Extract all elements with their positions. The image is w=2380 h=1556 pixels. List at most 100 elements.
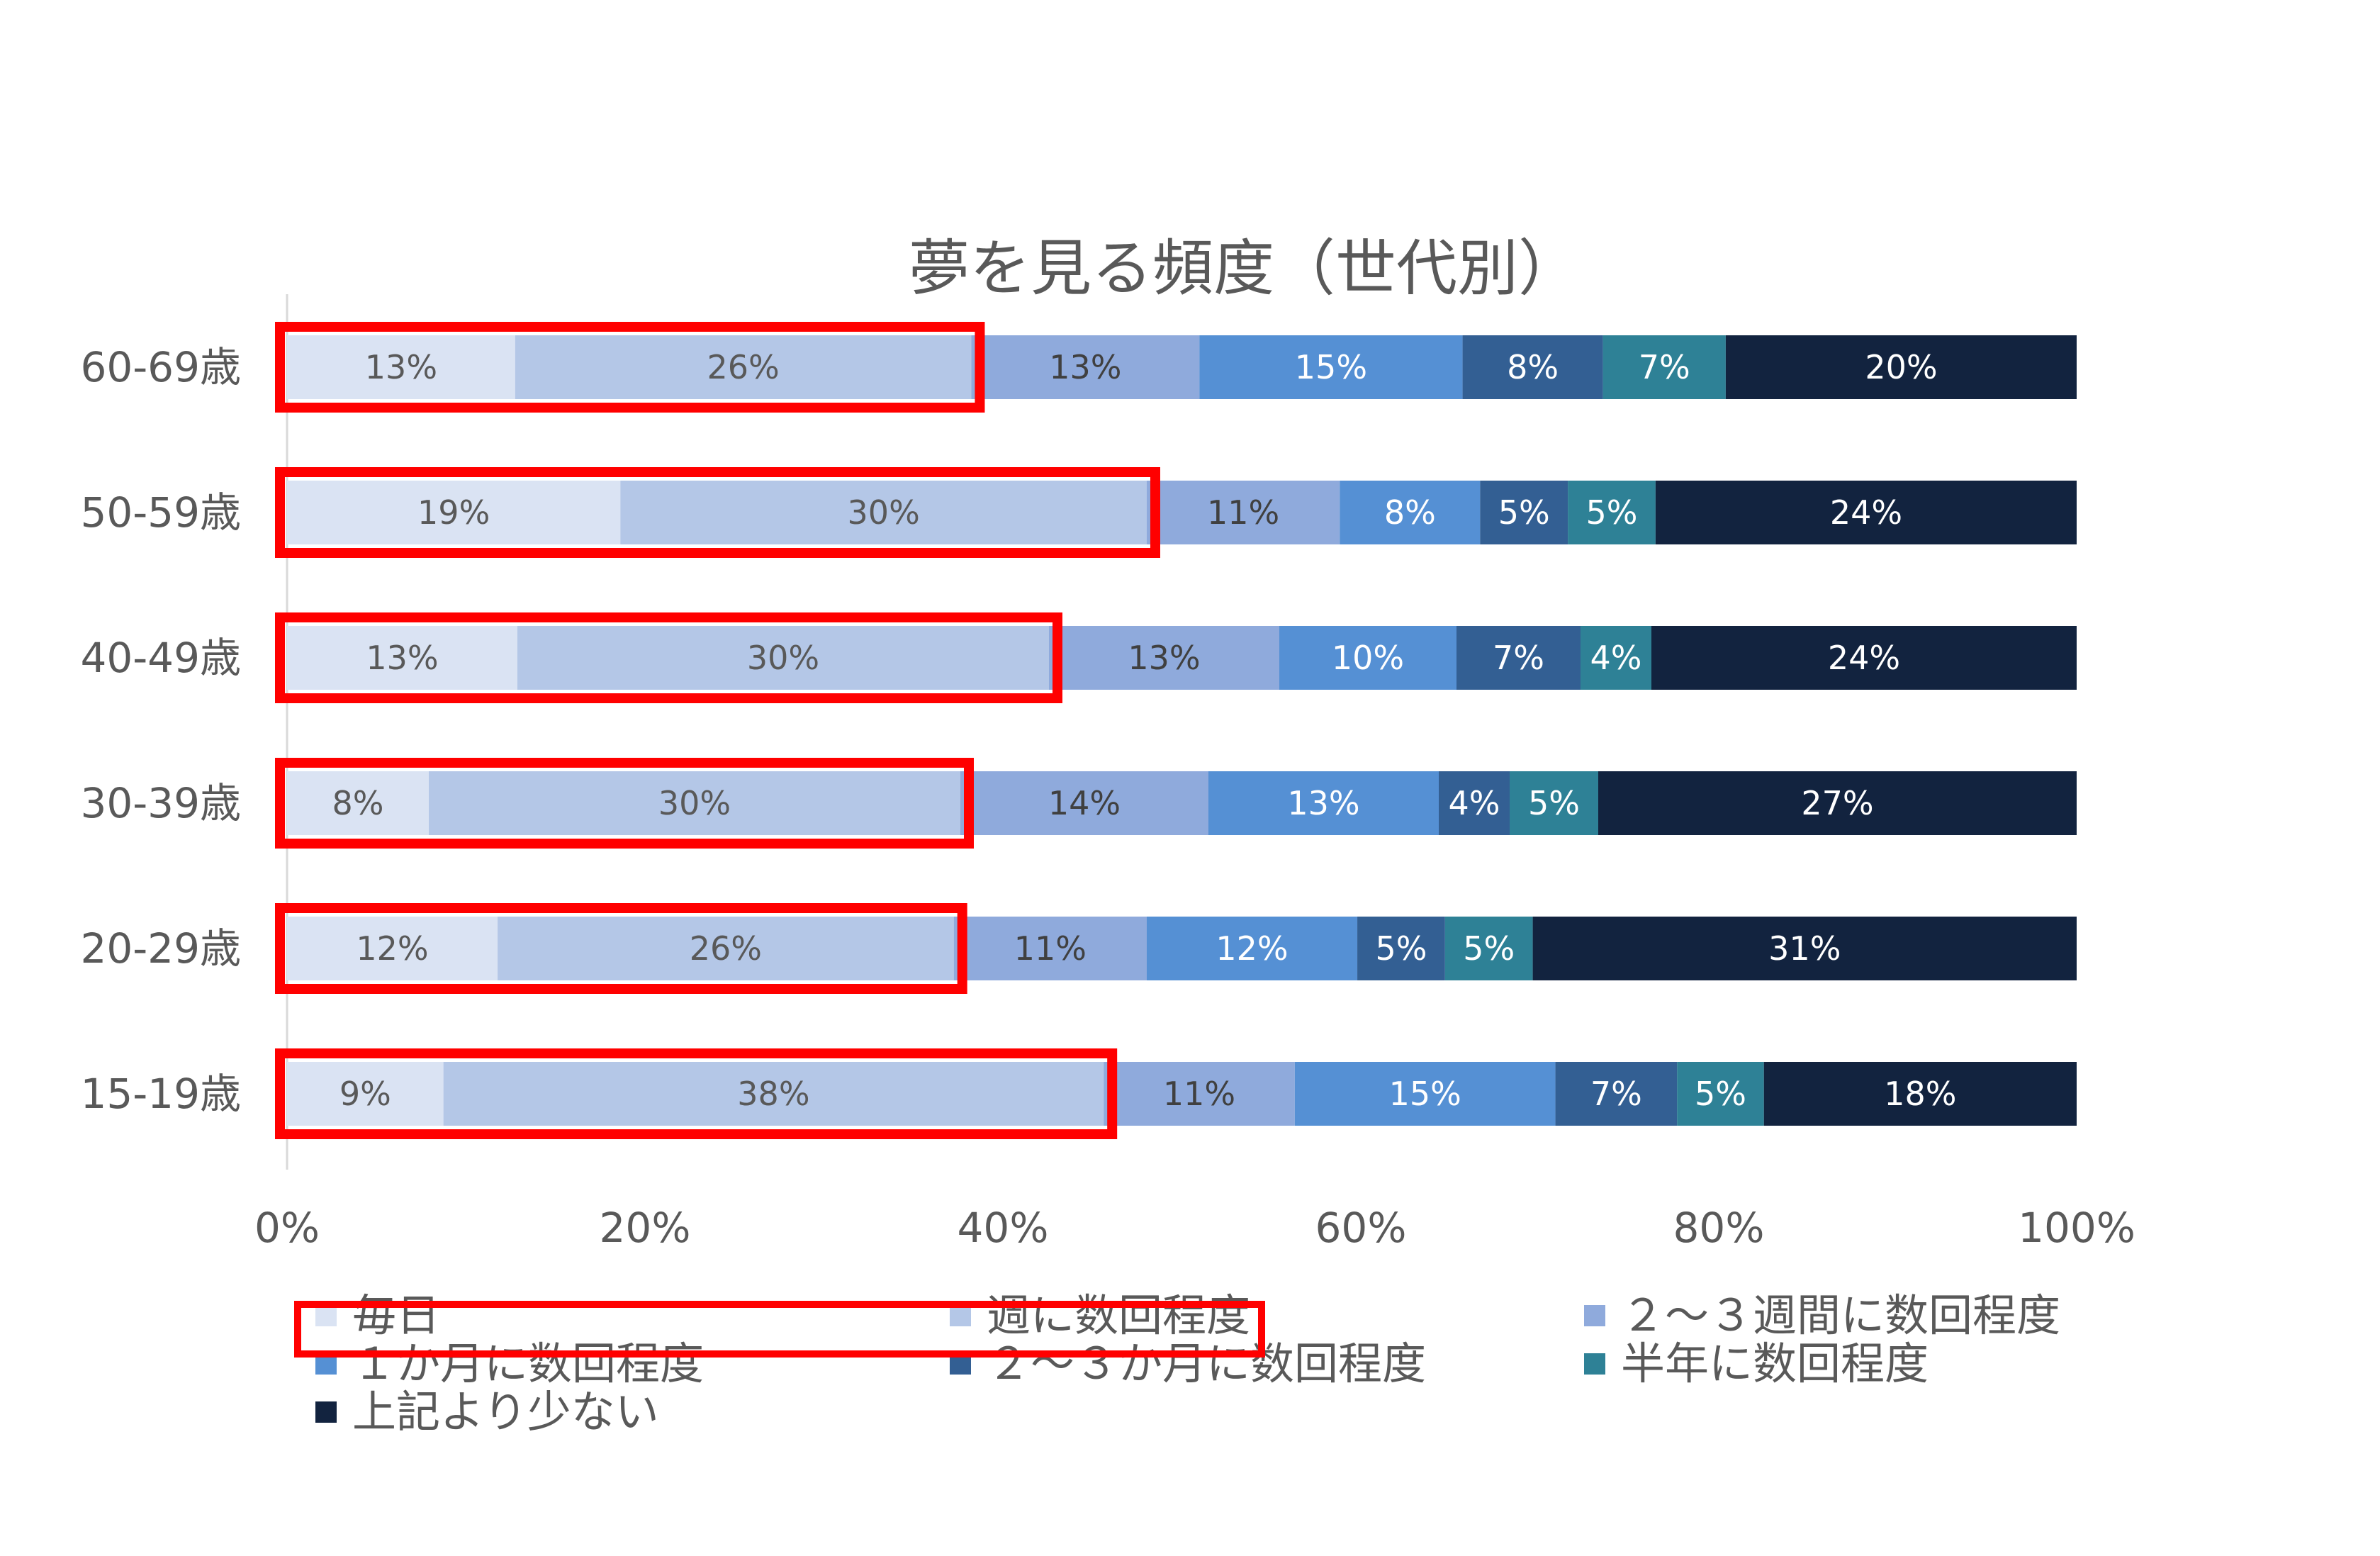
bar-segment: [443, 1062, 1104, 1126]
category-label: 60-69歳: [80, 343, 241, 391]
data-label: 13%: [1049, 348, 1121, 386]
legend-highlight-box: [294, 1301, 1265, 1358]
highlight-box: [275, 758, 974, 849]
data-label: 38%: [737, 1075, 809, 1113]
data-label: 10%: [1332, 639, 1404, 677]
data-label: 7%: [1590, 1075, 1642, 1113]
data-label: 8%: [1384, 493, 1436, 532]
legend-swatch: [950, 1305, 971, 1326]
bar-segment: [1104, 1062, 1295, 1126]
data-label: 7%: [1639, 348, 1690, 386]
data-label: 5%: [1375, 929, 1427, 968]
data-label: 15%: [1295, 348, 1367, 386]
bar-segment: [498, 917, 954, 980]
bar-segment: [1340, 481, 1481, 544]
chart-title: 夢を見る頻度（世代別）: [909, 233, 1579, 304]
data-label: 5%: [1695, 1075, 1746, 1113]
category-labels: 60-69歳 50-59歳 40-49歳 30-39歳 20-29歳 15-19歳: [80, 343, 241, 1118]
category-label: 20-29歳: [80, 924, 241, 973]
bar-segment: [1677, 1062, 1764, 1126]
data-label: 12%: [356, 929, 428, 968]
bar-segment: [1146, 481, 1340, 544]
x-tick-label: 40%: [958, 1204, 1049, 1252]
category-label: 30-39歳: [80, 779, 241, 827]
bar-segment: [1532, 917, 2077, 980]
data-label: 5%: [1463, 929, 1515, 968]
category-label: 50-59歳: [80, 488, 241, 537]
data-label: 9%: [339, 1075, 391, 1113]
bar-segment: [1279, 626, 1456, 690]
bar-segment: [1049, 626, 1279, 690]
data-label: 11%: [1163, 1075, 1235, 1113]
bar-segment: [515, 335, 972, 399]
highlight-box: [275, 322, 985, 413]
data-label: 26%: [707, 348, 780, 386]
bar-segment: [1602, 335, 1726, 399]
data-label: 26%: [690, 929, 762, 968]
data-label: 4%: [1449, 784, 1500, 822]
bar-segment: [953, 917, 1147, 980]
bar-segment: [517, 626, 1049, 690]
bar-segment: [1763, 1062, 2077, 1126]
bar-segment: [1456, 626, 1581, 690]
highlight-box: [275, 612, 1062, 703]
bar-segment: [287, 481, 621, 544]
legend-label: ２～３か月に数回程度: [987, 1338, 1426, 1389]
data-label: 31%: [1768, 929, 1841, 968]
bar-segment: [1510, 771, 1598, 835]
data-label: 30%: [658, 784, 731, 822]
legend-label: 週に数回程度: [987, 1289, 1250, 1341]
bar-segment: [1444, 917, 1533, 980]
bar-segment: [971, 335, 1200, 399]
data-label: 27%: [1801, 784, 1873, 822]
legend-label: 毎日: [352, 1289, 440, 1341]
legend-label: 上記より少ない: [352, 1386, 659, 1438]
data-label: 19%: [417, 493, 490, 532]
bar-segment: [1294, 1062, 1556, 1126]
bar-segment: [1655, 481, 2077, 544]
highlight-box: [275, 1048, 1118, 1139]
data-label: 13%: [366, 639, 438, 677]
bar-segment: [1651, 626, 2077, 690]
bar-segment: [1480, 481, 1568, 544]
bar-segment: [620, 481, 1147, 544]
data-label: 8%: [332, 784, 384, 822]
data-label: 30%: [747, 639, 819, 677]
bar-segment: [287, 917, 498, 980]
bar-segment: [1208, 771, 1439, 835]
bar-segment: [1555, 1062, 1678, 1126]
bar-segment: [1581, 626, 1651, 690]
bar-segment: [1146, 917, 1358, 980]
x-tick-label: 80%: [1673, 1204, 1765, 1252]
data-label: 5%: [1528, 784, 1580, 822]
data-label: 15%: [1389, 1075, 1461, 1113]
data-label: 13%: [1287, 784, 1359, 822]
bar-segment: [287, 1062, 444, 1126]
data-label: 4%: [1590, 639, 1642, 677]
highlight-box: [275, 467, 1160, 558]
bar-segment: [1357, 917, 1445, 980]
data-label: 11%: [1014, 929, 1087, 968]
bar-segment: [429, 771, 960, 835]
legend-swatch: [1584, 1305, 1605, 1326]
data-label: 14%: [1048, 784, 1121, 822]
legend: 毎日 週に数回程度 ２～３週間に数回程度 １か月に数回程度 ２～３か月に数回程度 半年に数…: [294, 1289, 2060, 1438]
bars: 13% 26% 13% 15% 8% 7% 20% 19% 30% 11% 8% 5% 5% 24% 13%…: [287, 335, 2077, 1126]
bar-segment: [1725, 335, 2077, 399]
data-label: 13%: [1128, 639, 1200, 677]
x-tick-label: 100%: [2018, 1204, 2135, 1252]
legend-label: １か月に数回程度: [352, 1338, 704, 1389]
category-label: 15-19歳: [80, 1070, 241, 1118]
data-label: 5%: [1586, 493, 1638, 532]
highlight-boxes: [275, 322, 1160, 1139]
x-tick-label: 20%: [600, 1204, 691, 1252]
data-label: 8%: [1507, 348, 1559, 386]
highlight-box: [275, 903, 967, 994]
legend-swatch: [315, 1305, 337, 1326]
bar-segment: [1439, 771, 1510, 835]
x-tick-label: 0%: [254, 1204, 320, 1252]
category-label: 40-49歳: [80, 634, 241, 682]
data-label: 12%: [1216, 929, 1288, 968]
legend-swatch: [315, 1401, 337, 1423]
